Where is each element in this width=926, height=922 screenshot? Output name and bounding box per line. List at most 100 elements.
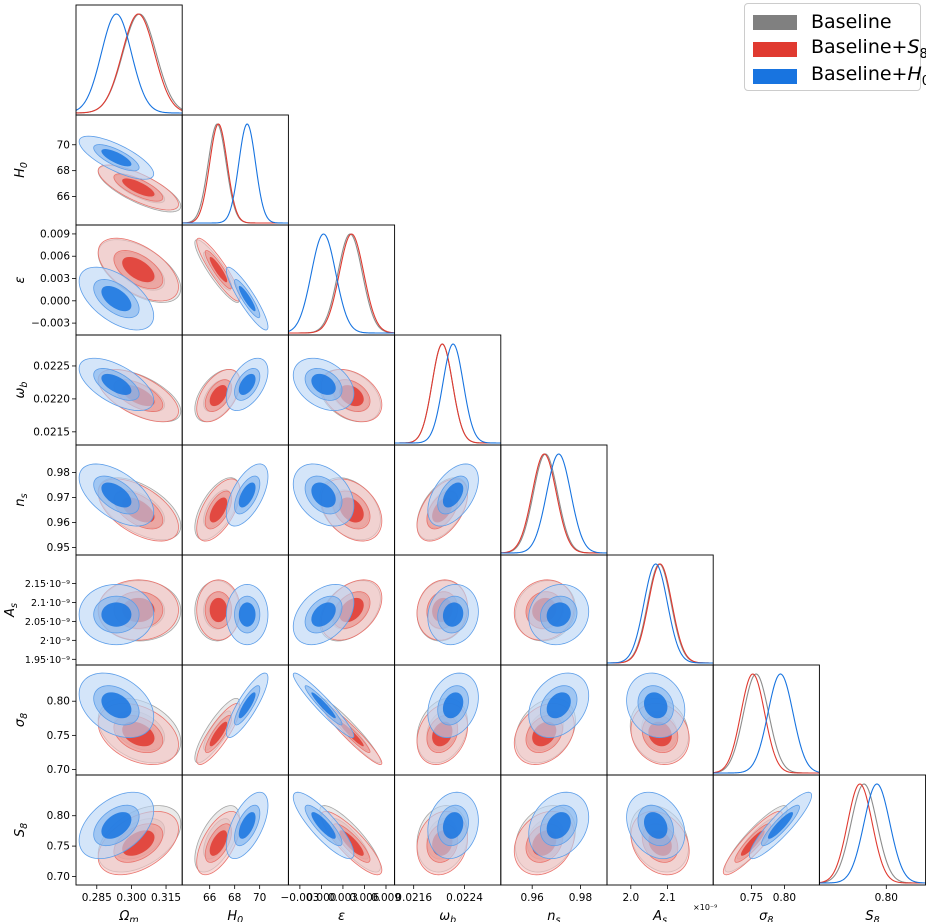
curve-s8-eps xyxy=(288,233,395,334)
contour-h0-core xyxy=(442,812,464,839)
panel-s8-vs-H0 xyxy=(194,672,269,765)
xtick-label: 0.0216 xyxy=(395,892,432,904)
curve-h0-eps xyxy=(288,233,395,334)
panel-As-vs-H0 xyxy=(194,579,269,646)
panel-S8-vs-As xyxy=(626,791,690,876)
ytick-label: 0.70 xyxy=(47,871,70,883)
xlabel-ns: ns xyxy=(547,909,560,922)
panel-ns-vs-eps xyxy=(292,463,383,542)
legend: Baseline Baseline+S8 Baseline+H0 xyxy=(744,3,926,91)
marginal-Om xyxy=(76,13,183,114)
ylabel-s8: σ8 xyxy=(13,713,30,727)
curve-h0-ns xyxy=(500,453,607,554)
contour-h0-core xyxy=(238,692,256,719)
panel-frame xyxy=(287,224,396,336)
ylabel-S8: S8 xyxy=(13,823,30,837)
curve-h0-S8 xyxy=(819,783,926,884)
curve-baseline-As xyxy=(607,563,714,664)
xtick-label: 0.285 xyxy=(82,892,112,904)
contour-h0-core xyxy=(101,482,132,508)
ytick-label: 0.70 xyxy=(47,764,70,776)
contour-h0-core xyxy=(442,602,464,627)
contour-h0-core xyxy=(767,812,794,839)
ylabel-As: As xyxy=(3,603,20,618)
contour-h0-core xyxy=(546,602,571,627)
panel-wb-vs-H0 xyxy=(194,357,269,423)
contour-h0-core xyxy=(442,692,464,719)
curve-s8-As xyxy=(607,563,714,664)
legend-swatch-s8 xyxy=(753,41,797,57)
xtick-label: 0.75 xyxy=(740,892,763,904)
curve-s8-s8 xyxy=(713,673,820,774)
contour-h0-core xyxy=(311,482,336,508)
ylabel-ns: ns xyxy=(13,493,30,506)
xtick-label: 68 xyxy=(228,892,241,904)
ytick-label: 0.95 xyxy=(47,542,70,554)
ytick-label: 0.75 xyxy=(47,841,70,853)
ytick-label: 0.97 xyxy=(47,492,70,504)
contour-h0-core xyxy=(101,692,132,719)
ytick-label: 0.96 xyxy=(47,517,71,529)
contour-s8-core xyxy=(209,830,228,856)
contour-h0-core xyxy=(101,285,132,312)
panel-S8-vs-Om xyxy=(78,791,182,876)
xlabel-S8: S8 xyxy=(865,909,879,922)
curve-baseline-ns xyxy=(500,453,607,554)
xlabel-s8: σ8 xyxy=(759,909,773,922)
ytick-label: 0.0225 xyxy=(33,360,70,372)
panel-As-vs-ns xyxy=(513,579,590,646)
ytick-label: 0.80 xyxy=(47,810,70,822)
ytick-label: 2.05·10⁻⁹ xyxy=(25,617,70,628)
contour-h0-core xyxy=(238,373,256,395)
xlabel-As: As xyxy=(652,909,667,922)
xtick-label: 0.000 xyxy=(306,892,336,904)
panel-S8-vs-s8 xyxy=(722,791,813,876)
ytick-label: 2·10⁻⁹ xyxy=(40,636,70,647)
marginal-S8 xyxy=(819,783,926,884)
xlabel-Om: Ωm xyxy=(118,909,138,922)
xtick-label: 70 xyxy=(253,892,266,904)
contour-h0-core xyxy=(101,812,132,839)
xtick-label: −0.003 xyxy=(280,892,319,904)
contour-h0-core xyxy=(644,812,668,839)
contour-h0-core xyxy=(101,373,132,395)
ylabel-wb: ωb xyxy=(13,382,30,399)
curve-h0-s8 xyxy=(713,673,820,774)
ytick-label: 0.75 xyxy=(47,730,70,742)
ytick-label: 0.009 xyxy=(40,228,70,240)
panel-s8-vs-wb xyxy=(416,672,479,765)
panel-As-vs-wb xyxy=(416,579,479,646)
contour-h0-core xyxy=(101,602,132,627)
xtick-label: 0.315 xyxy=(151,892,181,904)
marginal-ns xyxy=(500,453,607,554)
legend-entry-h0: Baseline+H0 xyxy=(753,63,926,89)
legend-entry-s8: Baseline+S8 xyxy=(753,36,926,62)
contour-h0-core xyxy=(546,692,571,719)
contour-h0-core xyxy=(311,692,336,719)
contour-h0-core xyxy=(546,812,571,839)
contour-s8-core xyxy=(122,256,155,283)
panel-As-vs-Om xyxy=(78,579,182,646)
panel-eps-vs-Om xyxy=(78,237,182,331)
xtick-label: 0.98 xyxy=(569,892,592,904)
xtick-label: 0.80 xyxy=(875,892,898,904)
contour-s8-core xyxy=(209,721,228,747)
curve-h0-Om xyxy=(76,13,183,114)
marginal-H0 xyxy=(182,123,289,224)
ytick-label: −0.003 xyxy=(31,318,70,330)
ytick-label: 0.003 xyxy=(40,273,70,285)
ytick-label: 0.0215 xyxy=(33,426,70,438)
panel-s8-vs-As xyxy=(626,672,690,765)
contour-h0-core xyxy=(644,692,668,719)
panel-H0-vs-Om xyxy=(78,135,182,213)
ylabel-H0: H0 xyxy=(13,162,30,178)
xtick-label: 0.006 xyxy=(349,892,379,904)
ytick-label: 66 xyxy=(57,191,71,203)
marginal-As xyxy=(607,563,714,664)
contour-h0-core xyxy=(238,812,256,839)
xtick-label: 2.0 xyxy=(622,892,639,904)
panel-frame xyxy=(75,4,183,116)
ytick-label: 68 xyxy=(57,165,70,177)
curve-h0-wb xyxy=(394,343,501,444)
legend-label-s8: Baseline+S8 xyxy=(811,36,926,62)
